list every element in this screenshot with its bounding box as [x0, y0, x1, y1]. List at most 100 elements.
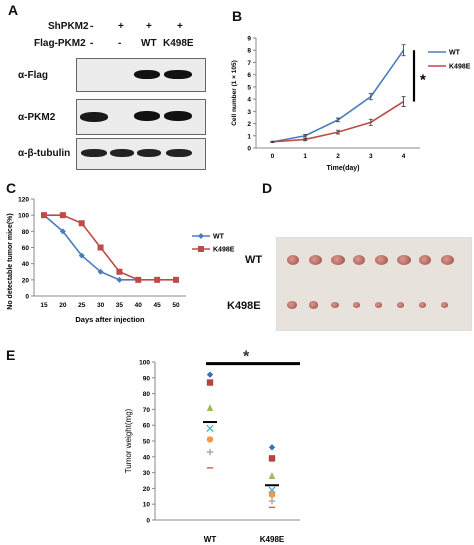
- b-y-axis-label: Cell number (1 × 105): [231, 60, 238, 126]
- b-y-tick-label: 2: [247, 121, 251, 128]
- shpkm2-cell-1: -: [90, 21, 94, 32]
- flag-pkm2-cell-4: K498E: [163, 38, 194, 49]
- b-x-tick-label: 0: [271, 153, 275, 160]
- tumor-specimen: [397, 255, 411, 265]
- b-error-bar: [303, 134, 308, 138]
- c-point-wt: [41, 212, 47, 219]
- c-point-k498e: [78, 220, 85, 227]
- flag-pkm2-cell-2: -: [118, 38, 122, 49]
- b-x-tick-label: 3: [369, 153, 373, 160]
- panel-letter-e: E: [6, 347, 16, 363]
- b-error-bar: [270, 140, 275, 143]
- tumor-specimen: [375, 302, 382, 308]
- band-tubulin-2: [110, 149, 134, 157]
- panel-letter-c: C: [6, 180, 17, 196]
- b-y-tick-label: 0: [247, 146, 251, 153]
- c-point-k498e: [116, 268, 123, 275]
- band-flag-4: [164, 70, 192, 79]
- band-tubulin-1: [81, 149, 107, 157]
- e-y-tick-label: 20: [143, 486, 151, 493]
- c-point-k498e: [135, 276, 142, 283]
- e-y-tick-label: 80: [143, 391, 151, 398]
- flag-pkm2-cell-1: -: [90, 38, 94, 49]
- b-series-line-k498e: [272, 100, 405, 143]
- b-y-tick-label: 5: [247, 84, 251, 91]
- e-y-tick-label: 10: [143, 502, 151, 509]
- tumor-specimen: [331, 255, 345, 265]
- c-point-k498e: [173, 276, 179, 283]
- e-point-wt: [206, 404, 214, 412]
- tumor-specimen: [331, 301, 339, 309]
- b-y-tick-label: 6: [247, 72, 251, 79]
- e-y-tick-label: 30: [143, 470, 151, 477]
- c-y-tick-label: 100: [18, 213, 29, 220]
- tumor-specimen: [287, 301, 297, 309]
- e-y-tick-label: 60: [143, 423, 151, 430]
- tumor-specimen: [441, 302, 448, 308]
- band-tubulin-4: [166, 149, 192, 157]
- c-point-wt: [59, 228, 66, 235]
- c-series-line-wt: [43, 214, 139, 281]
- band-flag-3: [134, 70, 160, 79]
- e-point-k498e: [268, 472, 276, 479]
- shpkm2-label: ShPKM2: [48, 21, 89, 32]
- tumor-specimen: [353, 302, 360, 308]
- tumor-specimen: [309, 301, 318, 309]
- e-significance-star: *: [243, 349, 250, 366]
- panel-letter-b: B: [232, 8, 243, 24]
- c-point-k498e: [59, 212, 66, 219]
- b-error-bar: [336, 117, 340, 123]
- band-pkm2-3: [134, 111, 160, 121]
- b-x-tick-label: 1: [303, 153, 307, 160]
- photo-label-wt: WT: [245, 254, 263, 266]
- b-y-tick-label: 8: [247, 48, 251, 55]
- e-y-tick-label: 40: [143, 454, 151, 461]
- c-legend-label: K498E: [213, 247, 235, 254]
- flag-pkm2-cell-3: WT: [141, 38, 157, 49]
- blot-flag: [76, 58, 206, 92]
- blot-tubulin: [76, 138, 206, 170]
- e-point-wt: [206, 448, 214, 456]
- e-point-k498e: [268, 497, 276, 505]
- e-point-wt: [206, 379, 214, 386]
- b-y-tick-label: 3: [247, 109, 251, 116]
- blot-label-tubulin: α-β-tubulin: [18, 148, 71, 159]
- tumor-specimen: [419, 302, 426, 308]
- c-point-k498e: [41, 212, 47, 219]
- e-y-tick-label: 100: [139, 360, 150, 367]
- b-error-bar: [270, 140, 275, 143]
- b-legend-label: WT: [449, 50, 461, 57]
- tumor-specimen: [309, 255, 322, 265]
- e-point-wt: [206, 424, 214, 433]
- e-y-tick-label: 0: [146, 518, 150, 525]
- e-point-k498e: [268, 444, 276, 451]
- tumor-photo: WT K498E: [227, 237, 472, 331]
- b-series-line-wt: [272, 49, 405, 143]
- blot-label-pkm2: α-PKM2: [18, 112, 56, 123]
- c-point-wt: [97, 268, 104, 275]
- c-x-tick-label: 15: [40, 302, 48, 309]
- b-error-bar: [401, 96, 406, 107]
- e-point-wt: [206, 436, 214, 443]
- tumor-specimen: [287, 255, 299, 265]
- flag-pkm2-label: Flag-PKM2: [34, 38, 86, 49]
- shpkm2-cell-3: +: [146, 21, 152, 32]
- tumor-specimen: [397, 302, 404, 308]
- c-x-tick-label: 40: [135, 302, 143, 309]
- c-y-tick-label: 0: [25, 294, 29, 301]
- e-y-tick-label: 90: [143, 375, 151, 382]
- c-y-tick-label: 20: [22, 277, 30, 284]
- b-error-bar: [336, 129, 340, 135]
- b-x-tick-label: 2: [336, 153, 340, 160]
- b-y-tick-label: 9: [247, 36, 251, 43]
- tumor-row-wt: [277, 238, 471, 283]
- e-point-wt: [206, 371, 214, 378]
- c-y-tick-label: 60: [22, 245, 30, 252]
- band-pkm2-4: [164, 111, 192, 121]
- b-error-bar: [401, 44, 406, 57]
- b-x-axis-label: Time(day): [327, 165, 360, 172]
- tumor-row-k498e: [277, 283, 471, 328]
- e-y-tick-label: 70: [143, 407, 151, 414]
- b-legend-label: K498E: [449, 64, 471, 71]
- e-point-k498e: [268, 455, 276, 462]
